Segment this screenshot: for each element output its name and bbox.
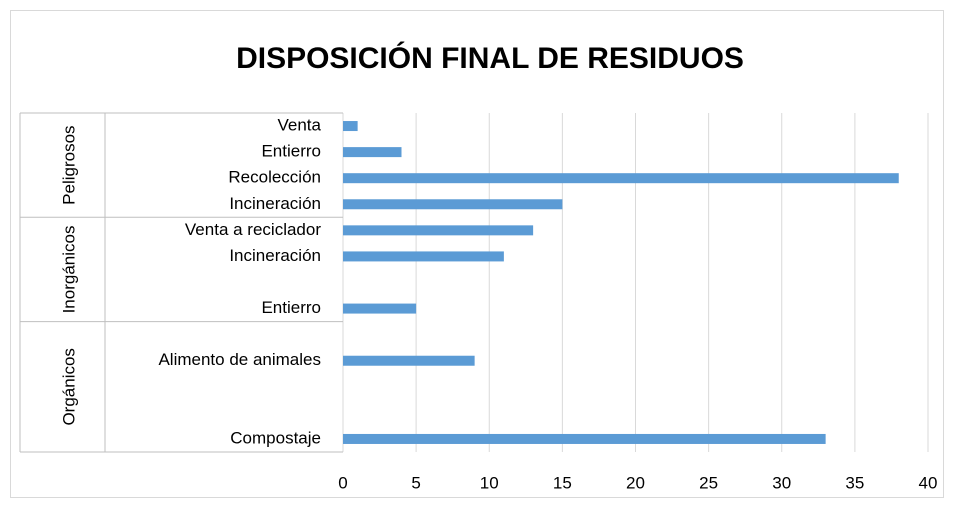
x-tick-label: 5 [411,473,420,492]
x-tick-label: 30 [772,473,791,492]
y-tick-label: Alimento de animales [158,350,321,369]
bar [343,303,417,314]
y-tick-label: Entierro [261,142,321,161]
bar [343,121,358,132]
x-tick-label: 25 [699,473,718,492]
group-label: Peligrosos [59,125,78,204]
y-tick-label: Compostaje [230,428,321,447]
chart-title: DISPOSICIÓN FINAL DE RESIDUOS [236,41,744,75]
y-tick-label: Incineración [229,194,321,213]
group-label: Inorgánicos [59,226,78,314]
y-tick-label: Entierro [261,298,321,317]
bar [343,199,563,210]
x-tick-label: 35 [845,473,864,492]
y-tick-label: Venta [278,116,322,135]
x-tick-label: 0 [338,473,347,492]
x-tick-label: 10 [480,473,499,492]
y-tick-label: Incineración [229,246,321,265]
y-tick-label: Recolección [228,168,321,187]
bar [343,225,534,236]
x-tick-label: 40 [919,473,938,492]
bar [343,251,504,262]
bar [343,355,475,366]
bar [343,147,402,158]
x-tick-label: 15 [553,473,572,492]
bar [343,173,899,184]
x-tick-label: 20 [626,473,645,492]
y-tick-label: Venta a reciclador [185,220,321,239]
bar [343,433,826,444]
group-label: Orgánicos [59,348,78,425]
